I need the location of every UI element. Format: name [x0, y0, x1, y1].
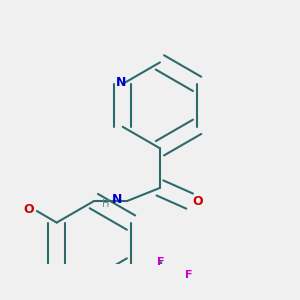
Text: N: N	[112, 193, 122, 206]
Text: H: H	[102, 200, 109, 209]
Text: O: O	[23, 203, 34, 216]
Text: F: F	[157, 257, 164, 267]
Text: N: N	[116, 76, 126, 89]
Text: O: O	[193, 195, 203, 208]
Text: F: F	[185, 270, 193, 280]
